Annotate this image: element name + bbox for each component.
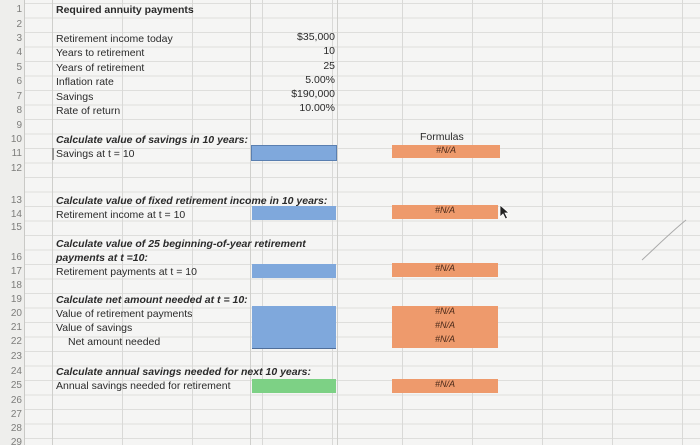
section-heading-continued[interactable]: payments at t =10: xyxy=(56,252,148,264)
formula-na-cell[interactable]: #N/A xyxy=(392,334,498,348)
mouse-pointer-icon xyxy=(499,204,511,220)
row-label[interactable]: Savings at t = 10 xyxy=(52,148,135,160)
row-number[interactable]: 20 xyxy=(10,308,22,319)
row-number[interactable]: 15 xyxy=(10,222,22,233)
row-number[interactable]: 4 xyxy=(16,47,22,58)
row-number[interactable]: 13 xyxy=(10,195,22,206)
row-number[interactable]: 16 xyxy=(10,252,22,263)
input-value[interactable]: 10 xyxy=(323,45,335,57)
row-number[interactable]: 11 xyxy=(11,148,22,159)
formula-na-cell[interactable]: #N/A xyxy=(392,205,498,219)
input-value[interactable]: 10.00% xyxy=(299,102,335,114)
retirement-payments-t10-cell[interactable] xyxy=(252,264,336,278)
row-header-column: 1 2 3 4 5 6 7 8 9 10 11 12 13 14 15 16 1… xyxy=(0,0,25,445)
section-heading[interactable]: Calculate value of fixed retirement inco… xyxy=(56,195,328,207)
row-number[interactable]: 5 xyxy=(16,62,22,73)
retirement-income-t10-cell[interactable] xyxy=(252,206,336,220)
input-value[interactable]: $190,000 xyxy=(291,88,335,100)
section-heading[interactable]: Calculate net amount needed at t = 10: xyxy=(56,294,248,306)
row-number[interactable]: 14 xyxy=(10,209,22,220)
column-gridline xyxy=(337,0,338,445)
input-label[interactable]: Years to retirement xyxy=(56,47,145,59)
row-number[interactable]: 6 xyxy=(16,76,22,87)
row-number[interactable]: 9 xyxy=(16,120,22,131)
formula-na-cell[interactable]: #N/A xyxy=(392,320,498,334)
row-number[interactable]: 29 xyxy=(10,437,22,445)
sheet-title[interactable]: Required annuity payments xyxy=(56,4,194,16)
row-label[interactable]: Value of savings xyxy=(56,322,133,334)
row-number[interactable]: 25 xyxy=(10,380,22,391)
row-number[interactable]: 21 xyxy=(10,322,22,333)
input-label[interactable]: Inflation rate xyxy=(56,76,114,88)
row-number[interactable]: 10 xyxy=(10,134,22,145)
input-value[interactable]: 5.00% xyxy=(305,74,335,86)
section-heading[interactable]: Calculate annual savings needed for next… xyxy=(56,366,312,378)
row-label[interactable]: Retirement payments at t = 10 xyxy=(56,266,197,278)
formula-na-cell[interactable]: #N/A xyxy=(392,145,500,158)
row-label[interactable]: Value of retirement payments xyxy=(56,308,193,320)
net-amount-cells[interactable] xyxy=(252,306,336,349)
row-number[interactable]: 12 xyxy=(10,163,22,174)
row-number[interactable]: 26 xyxy=(10,395,22,406)
row-label[interactable]: Net amount needed xyxy=(68,336,161,348)
annual-savings-cell[interactable] xyxy=(252,379,336,393)
input-label[interactable]: Rate of return xyxy=(56,105,121,117)
formulas-header[interactable]: Formulas xyxy=(420,131,464,143)
column-gridline xyxy=(52,0,53,445)
formula-na-cell[interactable]: #N/A xyxy=(392,379,498,393)
formula-na-cell[interactable]: #N/A xyxy=(392,306,498,320)
input-value[interactable]: $35,000 xyxy=(297,31,335,43)
savings-at-t10-cell[interactable] xyxy=(251,145,337,161)
input-label[interactable]: Savings xyxy=(56,91,94,103)
row-number[interactable]: 24 xyxy=(10,366,22,377)
pen-stroke-icon xyxy=(641,219,687,261)
row-number[interactable]: 17 xyxy=(10,266,22,277)
row-number[interactable]: 27 xyxy=(10,409,22,420)
row-label[interactable]: Annual savings needed for retirement xyxy=(56,380,231,392)
row-label[interactable]: Retirement income at t = 10 xyxy=(56,209,186,221)
row-number[interactable]: 1 xyxy=(16,4,22,15)
row-number[interactable]: 3 xyxy=(16,33,22,44)
row-number[interactable]: 28 xyxy=(10,423,22,434)
row-number[interactable]: 7 xyxy=(16,91,22,102)
formula-na-cell[interactable]: #N/A xyxy=(392,263,498,277)
row-number[interactable]: 2 xyxy=(16,19,22,30)
section-heading[interactable]: Calculate value of 25 beginning-of-year … xyxy=(56,238,306,250)
row-number[interactable]: 23 xyxy=(10,351,22,362)
row-number[interactable]: 19 xyxy=(10,294,22,305)
input-label[interactable]: Years of retirement xyxy=(56,62,145,74)
row-number[interactable]: 18 xyxy=(10,280,22,291)
input-value[interactable]: 25 xyxy=(323,60,335,72)
row-number[interactable]: 8 xyxy=(16,105,22,116)
input-label[interactable]: Retirement income today xyxy=(56,33,173,45)
column-gridline xyxy=(250,0,251,445)
section-heading[interactable]: Calculate value of savings in 10 years: xyxy=(56,134,249,146)
row-number[interactable]: 22 xyxy=(10,336,22,347)
